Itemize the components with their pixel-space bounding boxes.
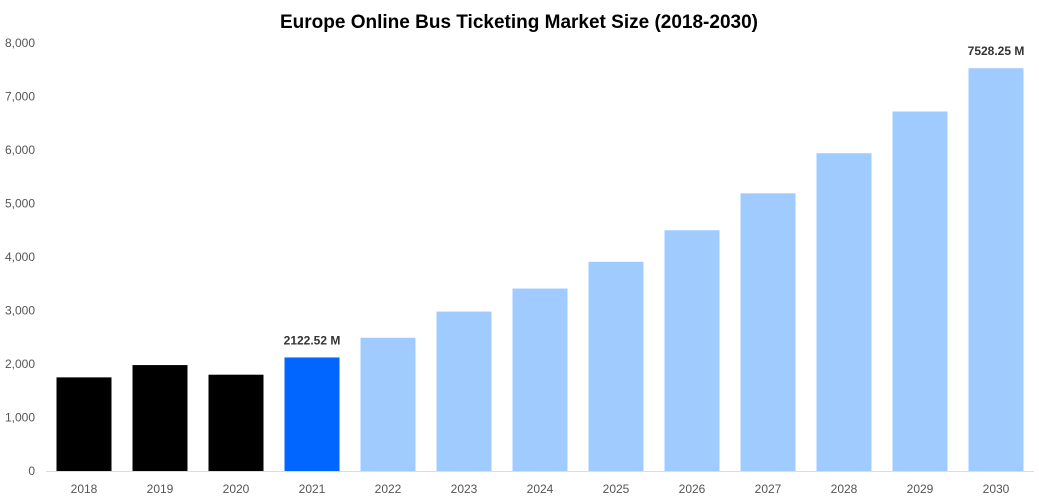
x-tick-label: 2022: [375, 482, 402, 496]
x-tick-label: 2020: [223, 482, 250, 496]
bar-2026: [664, 230, 720, 471]
x-tick-label: 2026: [679, 482, 706, 496]
y-tick-label: 8,000: [5, 36, 35, 50]
x-tick-label: 2028: [831, 482, 858, 496]
chart-title: Europe Online Bus Ticketing Market Size …: [280, 12, 758, 33]
bar-2023: [436, 311, 492, 471]
data-label: 7528.25 M: [968, 44, 1025, 58]
bar-2024: [512, 288, 568, 471]
bar-2019: [132, 365, 188, 471]
x-tick-label: 2018: [71, 482, 98, 496]
y-tick-label: 4,000: [5, 250, 35, 264]
x-tick-label: 2023: [451, 482, 478, 496]
bar-2020: [208, 374, 264, 471]
x-tick-label: 2030: [983, 482, 1010, 496]
y-tick-label: 0: [28, 464, 35, 478]
x-tick-label: 2027: [755, 482, 782, 496]
bar-2025: [588, 261, 644, 471]
y-tick-label: 1,000: [5, 411, 35, 425]
x-tick-label: 2019: [147, 482, 174, 496]
bar-2027: [740, 193, 796, 471]
x-tick-label: 2029: [907, 482, 934, 496]
x-tick-label: 2021: [299, 482, 326, 496]
bar-2018: [56, 377, 112, 471]
bar-2030: [968, 68, 1024, 472]
y-tick-label: 6,000: [5, 143, 35, 157]
x-tick-label: 2024: [527, 482, 554, 496]
y-tick-label: 3,000: [5, 304, 35, 318]
bar-2022: [360, 337, 416, 471]
y-tick-label: 5,000: [5, 197, 35, 211]
y-tick-label: 2,000: [5, 357, 35, 371]
data-label: 2122.52 M: [284, 333, 341, 347]
bar-2029: [892, 111, 948, 471]
x-tick-label: 2025: [603, 482, 630, 496]
bar-2021: [284, 357, 340, 471]
y-tick-label: 7,000: [5, 90, 35, 104]
bar-2028: [816, 153, 872, 471]
